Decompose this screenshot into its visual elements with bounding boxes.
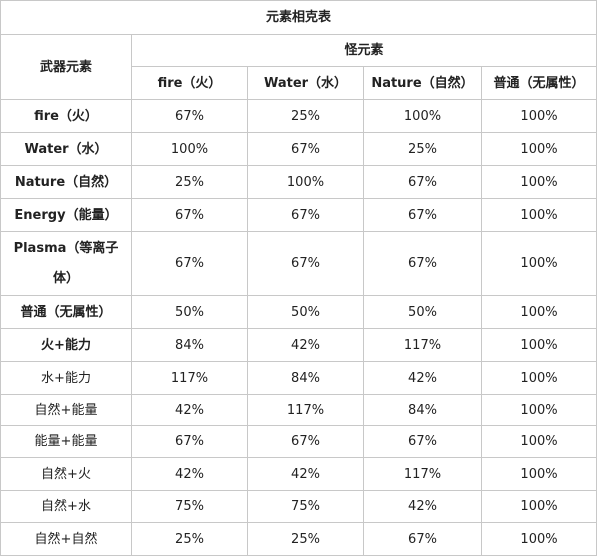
row-label: 火+能力: [0, 328, 132, 362]
group-header-label: 怪元素: [130, 34, 598, 67]
table-row: 能量+能量 67% 67% 67% 100%: [0, 425, 598, 458]
row-label: Nature（自然）: [0, 165, 132, 199]
column-header: fire（火）: [131, 66, 248, 100]
value-cell: 100%: [480, 457, 598, 491]
table-row: Water（水） 100% 67% 25% 100%: [0, 132, 598, 166]
value-cell: 50%: [363, 295, 482, 329]
value-cell: 67%: [247, 425, 364, 458]
value-cell: 75%: [247, 490, 364, 523]
value-cell: 100%: [131, 132, 248, 166]
value-cell: 84%: [131, 328, 248, 362]
value-cell: 100%: [480, 99, 598, 133]
column-header: Nature（自然）: [363, 66, 482, 100]
value-cell: 67%: [363, 231, 482, 296]
value-cell: 100%: [480, 132, 598, 166]
table-row: 火+能力 84% 42% 117% 100%: [0, 328, 598, 362]
value-cell: 117%: [131, 361, 248, 395]
value-cell: 100%: [363, 99, 482, 133]
value-cell: 100%: [480, 361, 598, 395]
value-cell: 67%: [363, 522, 482, 556]
value-cell: 100%: [480, 394, 598, 426]
value-cell: 117%: [363, 328, 482, 362]
value-cell: 50%: [247, 295, 364, 329]
value-cell: 42%: [131, 457, 248, 491]
value-cell: 100%: [480, 295, 598, 329]
table-row: Nature（自然） 25% 100% 67% 100%: [0, 165, 598, 199]
table-row: 自然+自然 25% 25% 67% 100%: [0, 522, 598, 556]
value-cell: 42%: [131, 394, 248, 426]
value-cell: 84%: [363, 394, 482, 426]
table-title: 元素相克表: [0, 0, 598, 35]
value-cell: 117%: [247, 394, 364, 426]
row-label: fire（火）: [0, 99, 132, 133]
column-header: Water（水）: [247, 66, 364, 100]
row-header-label: 武器元素: [0, 34, 132, 100]
row-label: 普通（无属性）: [0, 295, 132, 329]
table-row: 自然+能量 42% 117% 84% 100%: [0, 394, 598, 426]
value-cell: 25%: [131, 522, 248, 556]
value-cell: 67%: [363, 198, 482, 232]
value-cell: 25%: [363, 132, 482, 166]
value-cell: 67%: [247, 198, 364, 232]
value-cell: 117%: [363, 457, 482, 491]
value-cell: 67%: [363, 425, 482, 458]
value-cell: 67%: [363, 165, 482, 199]
column-header: 普通（无属性）: [480, 66, 598, 100]
value-cell: 25%: [247, 522, 364, 556]
value-cell: 42%: [247, 457, 364, 491]
row-label: Water（水）: [0, 132, 132, 166]
table-row: 普通（无属性） 50% 50% 50% 100%: [0, 295, 598, 329]
row-label: 自然+水: [0, 490, 132, 523]
value-cell: 100%: [480, 165, 598, 199]
value-cell: 42%: [363, 490, 482, 523]
value-cell: 25%: [247, 99, 364, 133]
table-row: 自然+火 42% 42% 117% 100%: [0, 457, 598, 491]
value-cell: 67%: [131, 231, 248, 296]
value-cell: 100%: [480, 425, 598, 458]
value-cell: 100%: [480, 490, 598, 523]
row-label: Plasma（等离子体）: [0, 231, 132, 296]
value-cell: 100%: [480, 231, 598, 296]
value-cell: 42%: [247, 328, 364, 362]
row-label: 自然+火: [0, 457, 132, 491]
value-cell: 67%: [131, 425, 248, 458]
value-cell: 75%: [131, 490, 248, 523]
table-row: Plasma（等离子体） 67% 67% 67% 100%: [0, 231, 598, 296]
row-label: 自然+自然: [0, 522, 132, 556]
value-cell: 67%: [247, 231, 364, 296]
value-cell: 67%: [247, 132, 364, 166]
row-label: Energy（能量）: [0, 198, 132, 232]
value-cell: 100%: [480, 328, 598, 362]
value-cell: 100%: [247, 165, 364, 199]
row-label: 能量+能量: [0, 425, 132, 458]
value-cell: 25%: [131, 165, 248, 199]
value-cell: 100%: [480, 198, 598, 232]
column-header-row: fire（火） Water（水） Nature（自然） 普通（无属性）: [1, 66, 598, 100]
table-row: Energy（能量） 67% 67% 67% 100%: [0, 198, 598, 232]
value-cell: 67%: [131, 99, 248, 133]
value-cell: 50%: [131, 295, 248, 329]
table-row: 水+能力 117% 84% 42% 100%: [0, 361, 598, 395]
table-row: fire（火） 67% 25% 100% 100%: [0, 99, 598, 133]
table-row: 自然+水 75% 75% 42% 100%: [0, 490, 598, 523]
value-cell: 84%: [247, 361, 364, 395]
value-cell: 42%: [363, 361, 482, 395]
value-cell: 67%: [131, 198, 248, 232]
value-cell: 100%: [480, 522, 598, 556]
row-label: 自然+能量: [0, 394, 132, 426]
row-label: 水+能力: [0, 361, 132, 395]
